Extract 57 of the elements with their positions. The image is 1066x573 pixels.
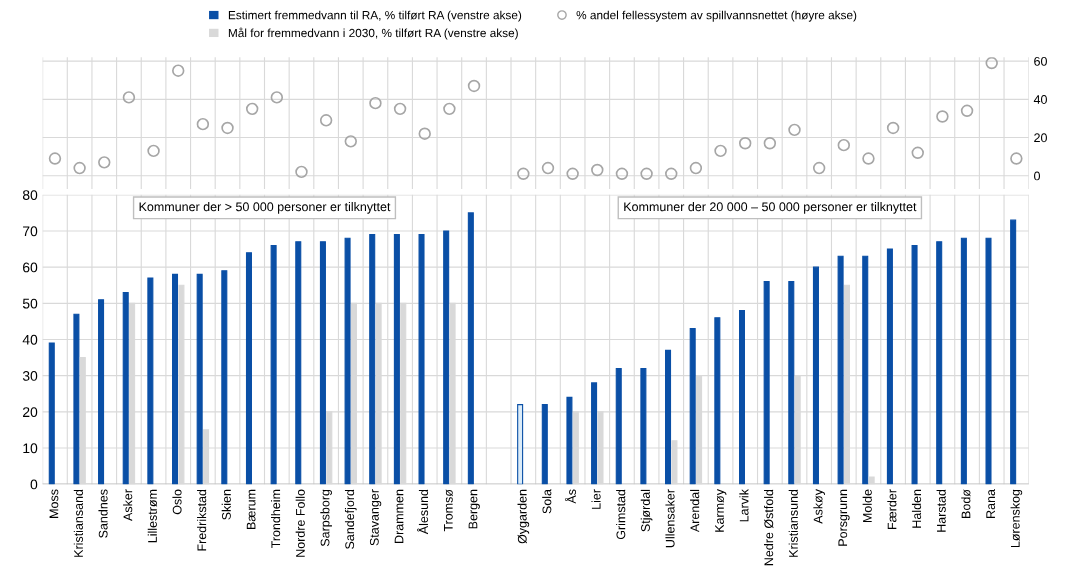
y2-tick-label: 20 <box>1034 133 1047 143</box>
x-tick-label: Nordre Follo <box>295 489 305 557</box>
y-tick-label: 0 <box>30 479 38 490</box>
legend-label: % andel fellessystem av spillvannsnettet (høyre akse) <box>576 10 857 22</box>
y-tick-label: 80 <box>22 190 38 200</box>
x-tick-label: Bodø <box>961 489 971 518</box>
y-tick-label: 60 <box>23 262 38 273</box>
x-tick-label: Fredrikstad <box>197 489 207 551</box>
x-tick-label: Tromsø <box>444 489 453 532</box>
x-tick-label: Stavanger <box>369 489 382 546</box>
x-tick-label: Bærum <box>246 489 256 529</box>
y-tick-label: 30 <box>22 371 38 381</box>
x-tick-label: Oslo <box>172 489 182 515</box>
x-tick-label: Arendal <box>690 489 700 533</box>
x-tick-label: Øygarden <box>517 489 530 544</box>
x-tick-label: Sandefjord <box>344 489 357 549</box>
x-tick-label: Lørenskog <box>1010 489 1023 548</box>
x-tick-label: Drammen <box>394 489 404 543</box>
x-tick-label: Karmøy <box>715 489 727 532</box>
y2-tick-label: 40 <box>1033 95 1047 104</box>
x-tick-label: Lillestrøm <box>147 489 158 543</box>
legend-label: Mål for fremmedvann i 2030, % tilført RA (venstre akse) <box>228 27 518 40</box>
x-tick-label: Asker <box>123 489 133 521</box>
x-tick-label: Nedre Østfold <box>764 489 774 566</box>
x-tick-label: Ålesund <box>417 489 429 535</box>
x-tick-label: Kristiansund <box>788 489 798 557</box>
y2-tick-label: 0 <box>1034 171 1041 181</box>
y-tick-label: 20 <box>23 407 38 418</box>
x-tick-label: Sandnes <box>98 489 108 538</box>
x-tick-label: Ullensaker <box>665 489 675 548</box>
y-tick-label: 70 <box>23 226 38 237</box>
x-tick-label: Stjørdal <box>640 489 653 532</box>
x-tick-label: Larvik <box>739 489 749 522</box>
x-tick-label: Færder <box>887 489 897 529</box>
x-tick-label: Harstad <box>936 489 946 532</box>
x-tick-label: Askøy <box>813 489 825 524</box>
x-tick-label: Sola <box>542 489 552 514</box>
x-tick-label: Ås <box>564 489 576 504</box>
x-tick-label: Lier <box>591 489 601 509</box>
annotation: Kommuner der 20 000 – 50 000 personer er tilknyttet <box>624 202 917 214</box>
x-tick-label: Halden <box>911 489 922 528</box>
legend-label: Estimert fremmedvann til RA, % tilført RA (venstre akse) <box>228 10 522 22</box>
x-tick-label: Porsgrunn <box>838 489 850 546</box>
x-tick-label: Kristiansand <box>73 489 83 557</box>
x-tick-label: Rana <box>986 489 996 518</box>
y-tick-label: 10 <box>23 443 38 454</box>
x-tick-label: Moss <box>49 489 59 518</box>
x-tick-label: Molde <box>862 489 872 523</box>
annotation: Kommuner der > 50 000 personer er tilknyttet <box>139 202 391 214</box>
x-tick-label: Grimstad <box>616 489 626 540</box>
y2-tick-label: 60 <box>1034 56 1047 66</box>
x-tick-label: Bergen <box>468 489 480 529</box>
y-tick-label: 50 <box>22 298 38 309</box>
y-tick-label: 40 <box>22 334 38 345</box>
x-tick-label: Skien <box>221 489 231 520</box>
x-tick-label: Trondheim <box>271 489 281 549</box>
x-tick-label: Sarpsborg <box>320 489 332 547</box>
